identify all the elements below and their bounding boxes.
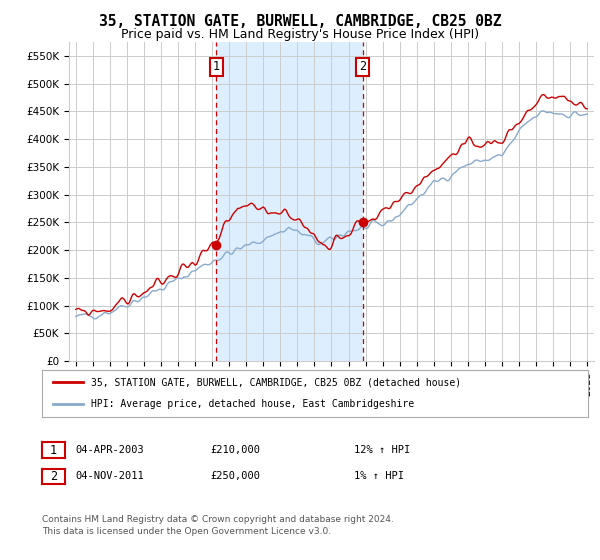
Text: 2: 2 bbox=[50, 470, 57, 483]
Text: 04-APR-2003: 04-APR-2003 bbox=[75, 445, 144, 455]
Text: This data is licensed under the Open Government Licence v3.0.: This data is licensed under the Open Gov… bbox=[42, 528, 331, 536]
Text: 12% ↑ HPI: 12% ↑ HPI bbox=[354, 445, 410, 455]
Bar bbox=[217, 42, 362, 361]
Text: 1: 1 bbox=[50, 444, 57, 457]
Text: £250,000: £250,000 bbox=[210, 471, 260, 481]
Text: 35, STATION GATE, BURWELL, CAMBRIDGE, CB25 0BZ (detached house): 35, STATION GATE, BURWELL, CAMBRIDGE, CB… bbox=[91, 377, 461, 388]
Text: 2: 2 bbox=[359, 60, 366, 73]
Text: 35, STATION GATE, BURWELL, CAMBRIDGE, CB25 0BZ: 35, STATION GATE, BURWELL, CAMBRIDGE, CB… bbox=[99, 14, 501, 29]
Text: 1: 1 bbox=[213, 60, 220, 73]
Text: HPI: Average price, detached house, East Cambridgeshire: HPI: Average price, detached house, East… bbox=[91, 399, 414, 409]
Text: Contains HM Land Registry data © Crown copyright and database right 2024.: Contains HM Land Registry data © Crown c… bbox=[42, 515, 394, 524]
Text: 04-NOV-2011: 04-NOV-2011 bbox=[75, 471, 144, 481]
Text: £210,000: £210,000 bbox=[210, 445, 260, 455]
Text: 1% ↑ HPI: 1% ↑ HPI bbox=[354, 471, 404, 481]
Text: Price paid vs. HM Land Registry's House Price Index (HPI): Price paid vs. HM Land Registry's House … bbox=[121, 28, 479, 41]
